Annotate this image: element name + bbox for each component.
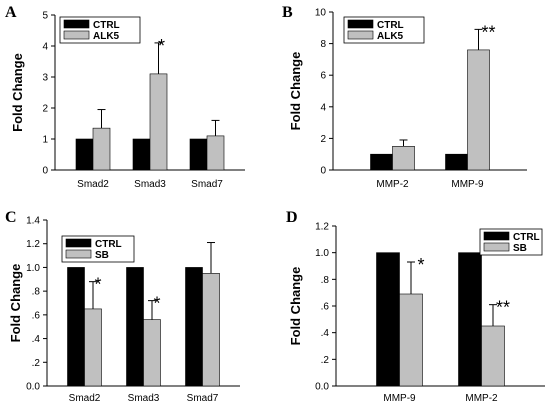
panel-b-y-tick-label: 10: [315, 8, 327, 19]
panel-b-bar-alk5: [467, 49, 490, 171]
panel-a-letter: A: [5, 4, 17, 21]
panel-a-legend-swatch: [63, 30, 90, 40]
panel-a-y-axis-label: Fold Change: [10, 53, 25, 132]
panel-a-category-label: Smad3: [134, 179, 166, 190]
panel-a-category-label: Smad2: [77, 179, 109, 190]
panel-c-y-tick-label: .4: [32, 334, 41, 345]
panel-c-y-tick-label: 0.0: [26, 382, 40, 393]
panel-d-legend-label: SB: [513, 243, 527, 254]
panel-c-category-label: Smad3: [128, 393, 160, 404]
panel-d-y-tick-label: .8: [321, 275, 330, 286]
panel-a-bar-alk5: [92, 127, 111, 171]
panel-a-bar-alk5: [149, 73, 168, 171]
panel-b-y-axis-label: Fold Change: [288, 52, 303, 131]
panel-c-y-tick-label: 1.2: [26, 239, 40, 250]
panel-b-legend-swatch: [347, 30, 374, 40]
panel-d-y-tick-label: 0.0: [315, 382, 329, 393]
panel-a-y-tick-label: 0: [42, 166, 48, 177]
panel-a-y-tick-label: 3: [42, 73, 48, 84]
panel-c-category-label: Smad2: [69, 393, 101, 404]
panel-b-significance: **: [481, 22, 495, 42]
panel-a-y-tick-label: 1: [42, 135, 48, 146]
panel-c-bar-ctrl: [185, 267, 203, 387]
panel-b-y-tick-label: 4: [320, 102, 326, 113]
panel-d-letter: D: [286, 209, 298, 226]
panel-d-bar-sb: [481, 325, 505, 387]
panel-d-y-tick-label: 1.0: [315, 248, 329, 259]
panel-b-y-tick-label: 2: [320, 134, 326, 145]
panel-d-y-tick-label: .6: [321, 302, 330, 313]
panel-d-y-axis-label: Fold Change: [288, 267, 303, 346]
panel-c-bar-sb: [143, 319, 161, 387]
panel-c-significance: *: [94, 275, 101, 295]
panel-d-y-tick-label: .4: [321, 328, 330, 339]
panel-a-category-label: Smad7: [191, 179, 223, 190]
panel-c-letter: C: [5, 209, 17, 226]
panel-a-y-tick-label: 4: [42, 42, 48, 53]
panel-b-bar-ctrl: [445, 153, 468, 171]
panel-b-category-label: MMP-9: [451, 179, 484, 190]
panel-c-y-tick-label: 1.4: [26, 216, 40, 227]
panel-a-legend-swatch: [63, 19, 90, 29]
panel-d-y-tick-label: 1.2: [315, 222, 329, 233]
panel-d-significance: *: [417, 255, 424, 275]
panel-b-legend-label: CTRL: [377, 20, 404, 31]
panel-d-y-tick-label: .2: [321, 355, 330, 366]
panel-c-significance: *: [153, 294, 160, 314]
panel-a-bar-alk5: [206, 135, 225, 171]
panel-b-letter: B: [282, 4, 293, 21]
panel-c-legend-swatch: [65, 238, 92, 248]
panel-c-y-tick-label: .2: [32, 358, 41, 369]
panel-d-legend-swatch: [483, 231, 510, 241]
panel-c-y-axis-label: Fold Change: [8, 264, 23, 343]
panel-b-bar-ctrl: [370, 153, 393, 171]
panel-d-bar-sb: [399, 293, 423, 387]
panel-a-y-tick-label: 5: [42, 11, 48, 22]
panel-c-legend-swatch: [65, 249, 92, 259]
panel-b-y-tick-label: 6: [320, 71, 326, 82]
panel-c-bar-ctrl: [126, 267, 144, 387]
panel-d-legend-label: CTRL: [513, 232, 540, 243]
panel-c-category-label: Smad7: [187, 393, 219, 404]
panel-c-bar-sb: [84, 308, 102, 387]
panel-b-y-tick-label: 8: [320, 39, 326, 50]
panel-d-category-label: MMP-2: [465, 393, 498, 404]
panel-a-significance: *: [158, 36, 165, 56]
panel-b-bar-alk5: [392, 146, 415, 171]
panel-b-legend-swatch: [347, 19, 374, 29]
panel-d-bar-ctrl: [458, 252, 482, 387]
panel-a-bar-ctrl: [132, 138, 151, 171]
panel-a-y-tick-label: 2: [42, 104, 48, 115]
panel-c-legend-label: SB: [95, 250, 109, 261]
panel-b-legend-label: ALK5: [377, 31, 404, 42]
panel-d-bar-ctrl: [376, 252, 400, 387]
panel-a-legend-label: ALK5: [93, 31, 120, 42]
panel-d-category-label: MMP-9: [383, 393, 416, 404]
panel-d-legend-swatch: [483, 242, 510, 252]
panel-b-category-label: MMP-2: [376, 179, 409, 190]
panel-c-bar-sb: [202, 273, 220, 387]
panel-c-bar-ctrl: [67, 267, 85, 387]
panel-a-bar-ctrl: [75, 138, 94, 171]
panel-b-y-tick-label: 0: [320, 166, 326, 177]
panel-c-y-tick-label: .6: [32, 310, 41, 321]
panel-a-legend-label: CTRL: [93, 20, 120, 31]
panel-d-significance: **: [496, 298, 510, 318]
panel-c-y-tick-label: 1.0: [26, 263, 40, 274]
panel-c-legend-label: CTRL: [95, 239, 122, 250]
panel-c-y-tick-label: .8: [32, 287, 41, 298]
panel-a-bar-ctrl: [189, 138, 208, 171]
